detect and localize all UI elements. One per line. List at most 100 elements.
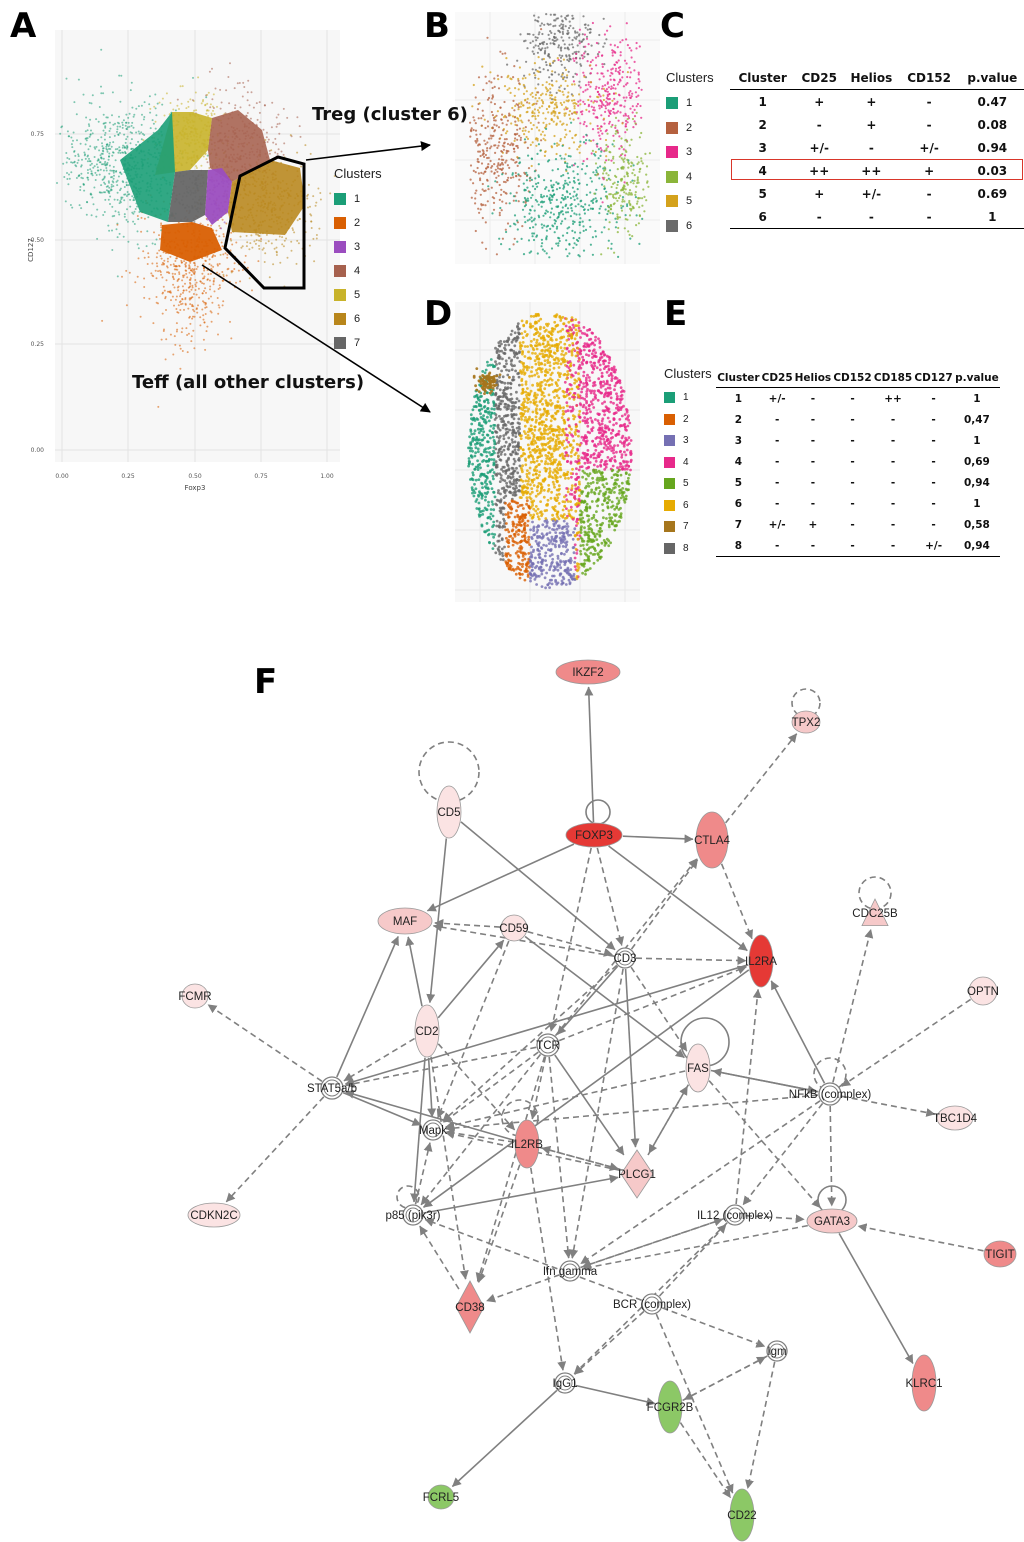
cell-point xyxy=(565,211,568,214)
cell-point xyxy=(145,245,148,248)
cell-point xyxy=(312,237,315,240)
cell-point xyxy=(524,126,527,129)
cell-point xyxy=(178,271,181,274)
cell-point xyxy=(578,151,581,154)
cell-point xyxy=(566,74,569,77)
cell-point xyxy=(597,93,601,96)
cell-point xyxy=(568,43,571,46)
cell-point xyxy=(90,102,93,105)
cell-point xyxy=(553,134,556,138)
cell-point xyxy=(131,195,134,198)
cell-point xyxy=(102,113,105,116)
cell-point xyxy=(573,176,576,179)
cell-point xyxy=(628,91,631,94)
cell-point xyxy=(603,161,607,164)
cell-point xyxy=(560,49,563,52)
cell-point xyxy=(476,137,479,141)
cell-point xyxy=(594,235,598,238)
cell-point xyxy=(527,239,531,242)
cell-point xyxy=(181,285,184,288)
cell-point xyxy=(104,125,107,128)
cell-point xyxy=(602,17,605,20)
cell-point xyxy=(136,230,139,233)
cell-point xyxy=(188,271,191,274)
cell-point xyxy=(174,343,177,346)
cell-point xyxy=(516,164,519,167)
cell-point xyxy=(97,138,100,141)
cell-point xyxy=(285,237,288,240)
cell-point xyxy=(619,65,622,69)
cell-point xyxy=(207,273,210,276)
cell-point xyxy=(490,170,493,173)
cell-point xyxy=(632,164,635,167)
cell-point xyxy=(550,31,553,34)
cell-point xyxy=(505,368,508,372)
cell-point xyxy=(545,186,548,189)
cell-point xyxy=(275,246,278,249)
cell-point xyxy=(184,297,187,299)
cell-point xyxy=(504,501,507,505)
cell-point xyxy=(98,149,101,152)
cell-point xyxy=(545,93,548,96)
cell-point xyxy=(211,256,214,259)
cell-point xyxy=(618,155,621,158)
cell-point xyxy=(580,64,583,67)
cell-point xyxy=(540,22,544,25)
cell-point xyxy=(542,112,545,115)
cell-point xyxy=(239,280,242,283)
cell-point xyxy=(596,145,599,148)
cell-point xyxy=(610,68,613,71)
cell-point xyxy=(568,242,571,246)
cell-point xyxy=(532,232,536,235)
cell-point xyxy=(492,208,496,211)
cell-point xyxy=(479,193,482,196)
cell-point xyxy=(525,171,528,174)
cell-point xyxy=(148,95,151,98)
cell-point xyxy=(545,81,548,84)
cell-point xyxy=(603,63,606,66)
cell-point xyxy=(174,298,177,301)
cell-point xyxy=(603,187,607,190)
cell-point xyxy=(507,356,511,360)
cell-point xyxy=(516,219,519,222)
panel-d-umap xyxy=(455,302,640,602)
cell-point xyxy=(491,126,494,129)
cell-point xyxy=(621,205,625,208)
cell-point xyxy=(561,90,564,93)
cell-point xyxy=(264,252,267,255)
cell-point xyxy=(537,181,540,185)
cell-point xyxy=(469,164,473,167)
cell-point xyxy=(576,31,579,34)
cell-point xyxy=(517,88,520,91)
cell-point xyxy=(473,454,477,458)
cell-point xyxy=(597,86,601,89)
cell-point xyxy=(638,136,642,139)
cell-point xyxy=(532,219,535,222)
cell-point xyxy=(194,279,197,281)
cell-point xyxy=(87,178,90,181)
cell-point xyxy=(173,265,176,268)
cell-point xyxy=(490,110,493,114)
cell-point xyxy=(484,189,487,192)
cell-point xyxy=(65,77,68,80)
cell-point xyxy=(553,39,556,43)
cell-point xyxy=(559,139,562,142)
cell-point xyxy=(292,229,294,231)
cell-point xyxy=(534,177,537,180)
cell-point xyxy=(583,208,586,211)
cell-point xyxy=(568,130,572,133)
cell-point xyxy=(583,23,587,26)
cell-point xyxy=(531,141,534,144)
cell-point xyxy=(270,126,273,129)
cell-point xyxy=(500,133,503,137)
cell-point xyxy=(255,102,258,105)
cell-point xyxy=(564,197,567,200)
cell-point xyxy=(102,150,105,153)
cell-point xyxy=(481,182,484,186)
cell-point xyxy=(155,277,158,280)
cell-point xyxy=(566,107,569,110)
cell-point xyxy=(535,39,538,42)
cell-point xyxy=(477,172,480,175)
cell-point xyxy=(491,94,494,97)
cell-point xyxy=(620,206,623,210)
